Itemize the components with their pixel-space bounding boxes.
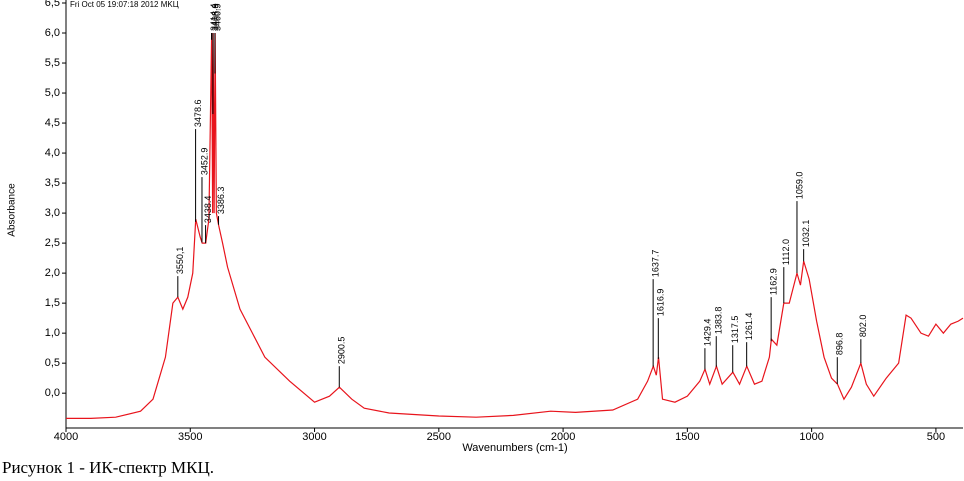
peak-label: 1112.0	[781, 239, 791, 265]
peak-label: 1637.7	[651, 250, 661, 278]
peak-label: 1429.4	[702, 319, 712, 347]
y-tick-label: 1,0	[45, 327, 60, 339]
peak-label: 3414.4	[209, 3, 219, 31]
y-tick-label: 5,5	[45, 57, 60, 69]
x-tick-label: 4000	[54, 431, 78, 443]
x-tick-label: 3000	[302, 431, 326, 443]
y-tick-label: 2,5	[45, 237, 60, 249]
y-tick-label: 6,5	[45, 0, 60, 9]
peak-label: 1162.9	[769, 268, 779, 295]
peak-label: 2900.5	[337, 337, 347, 365]
x-axis-title: Wavenumbers (cm-1)	[462, 442, 567, 454]
y-tick-label: 3,0	[45, 207, 60, 219]
x-tick-label: 500	[927, 431, 945, 443]
caption: Рисунок 1 - ИК-спектр МКЦ.	[2, 458, 215, 477]
x-tick-label: 1500	[675, 431, 699, 443]
peak-label: 896.8	[835, 333, 845, 356]
peak-label: 3408.9	[210, 3, 220, 31]
peak-label: 3478.6	[193, 100, 203, 128]
x-tick-label: 2500	[427, 431, 451, 443]
peak-label: 3438.4	[203, 196, 213, 224]
peak-label: 1616.9	[656, 289, 666, 317]
y-tick-label: 3,5	[45, 177, 60, 189]
peak-label: 3550,1	[175, 247, 185, 275]
y-tick-label: 0,0	[45, 387, 60, 399]
peak-label: 1032.1	[801, 220, 811, 248]
stamp: Fri Oct 05 19:07:18 2012 MKЦ	[70, 0, 179, 9]
x-tick-label: 3500	[178, 431, 202, 443]
y-tick-label: 5,0	[45, 87, 60, 99]
chart: Fri Oct 05 19:07:18 2012 MKЦ Wavenumbers…	[7, 0, 964, 454]
y-axis-title: Absorbance	[7, 183, 18, 237]
peak-label: 3400.9	[212, 3, 222, 31]
y-tick-label: 2,0	[45, 267, 60, 279]
x-tick-label: 1000	[799, 431, 823, 443]
peak-label: 802.0	[858, 315, 868, 338]
peak-label: 1317.5	[730, 316, 740, 344]
spectrum-line	[66, 33, 964, 419]
x-tick-label: 2000	[551, 431, 575, 443]
peak-label: 3386.3	[216, 187, 226, 215]
peak-label: 1383.8	[714, 307, 724, 335]
peak-label: 1059.0	[794, 172, 804, 200]
y-tick-label: 1,5	[45, 297, 60, 309]
y-tick-label: 4,0	[45, 147, 60, 159]
peak-label: 1261.4	[744, 313, 754, 341]
y-tick-label: 6,0	[45, 27, 60, 39]
y-tick-label: 4,5	[45, 117, 60, 129]
peak-label: 3452.9	[199, 148, 209, 176]
y-tick-label: 0,5	[45, 357, 60, 369]
